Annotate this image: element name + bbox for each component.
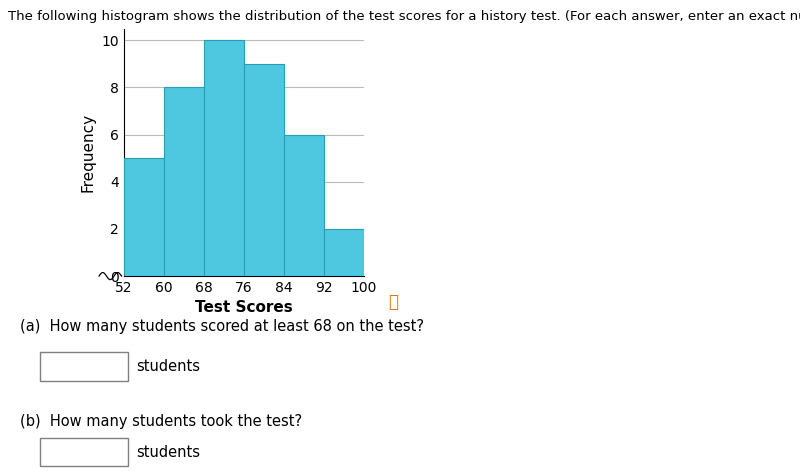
Text: (a)  How many students scored at least 68 on the test?: (a) How many students scored at least 68… — [20, 319, 424, 334]
Text: (b)  How many students took the test?: (b) How many students took the test? — [20, 414, 302, 429]
Text: The following histogram shows the distribution of the test scores for a history : The following histogram shows the distri… — [8, 10, 800, 22]
Bar — [124, 158, 164, 276]
Text: students: students — [136, 445, 200, 460]
Bar — [284, 135, 324, 276]
Text: ⓘ: ⓘ — [388, 293, 398, 311]
Bar — [244, 64, 284, 276]
Bar — [164, 88, 204, 276]
Bar — [324, 229, 364, 276]
Y-axis label: Frequency: Frequency — [81, 113, 96, 192]
Bar — [204, 40, 244, 276]
X-axis label: Test Scores: Test Scores — [195, 300, 293, 316]
Text: students: students — [136, 359, 200, 374]
